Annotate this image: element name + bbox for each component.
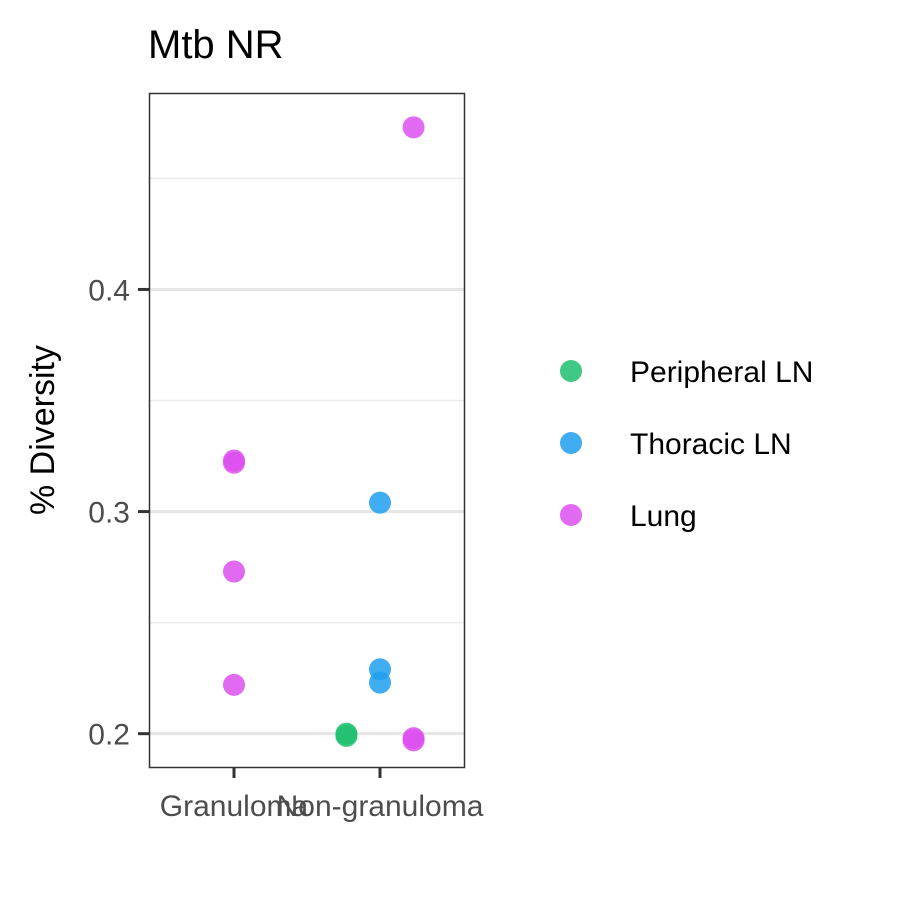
data-point: [402, 116, 425, 139]
data-point: [335, 724, 358, 747]
legend-key: [560, 432, 582, 454]
y-tick-label: 0.3: [88, 497, 130, 530]
chart-title: Mtb NR: [148, 23, 284, 67]
y-tick-label: 0.2: [88, 719, 130, 752]
data-point: [369, 491, 391, 514]
y-tick-label: 0.4: [88, 274, 130, 307]
grid-lines: [150, 177, 464, 736]
data-point: [223, 451, 245, 474]
data-point: [223, 560, 245, 583]
y-axis-label: % Diversity: [24, 345, 62, 515]
data-point: [223, 673, 245, 696]
legend-label: Peripheral LN: [630, 356, 813, 389]
data-points: [223, 116, 425, 752]
legend-label: Lung: [630, 500, 697, 533]
data-point: [369, 671, 391, 694]
x-tick-label: Granuloma: [160, 790, 309, 823]
x-tick-label: Non-granuloma: [277, 790, 484, 823]
legend: Peripheral LN Thoracic LN Lung: [560, 356, 813, 533]
legend-key: [560, 504, 582, 526]
plot-panel-border: [148, 92, 466, 769]
legend-key: [560, 360, 582, 382]
legend-label: Thoracic LN: [630, 428, 792, 461]
data-point: [402, 729, 425, 752]
